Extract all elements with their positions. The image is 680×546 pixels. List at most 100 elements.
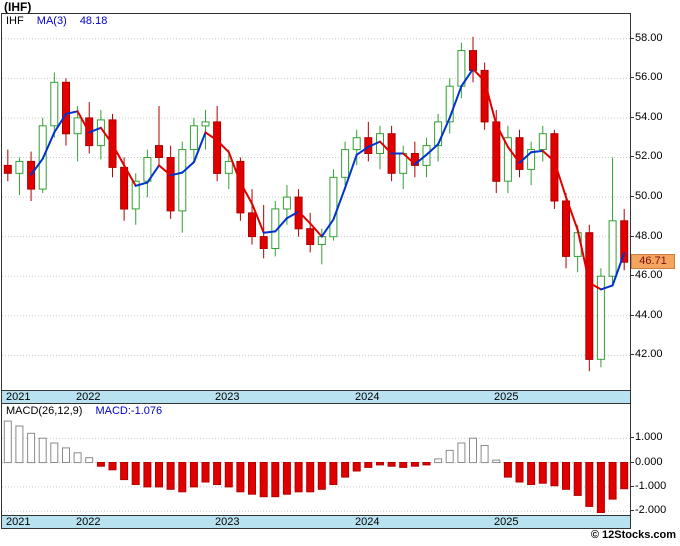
y-axis-label: 44.00	[635, 308, 663, 321]
macd-axis-tick	[630, 485, 634, 487]
y-axis-tick	[630, 354, 634, 356]
y-axis-label: 48.00	[635, 229, 663, 242]
candle-body	[550, 133, 559, 202]
x-axis-year-label: 2023	[215, 391, 240, 403]
candle	[376, 125, 384, 170]
macd-bar	[85, 457, 94, 464]
ma-segment	[367, 140, 381, 148]
macd-chart-canvas	[2, 420, 630, 513]
macd-bar	[399, 462, 408, 468]
macd-bar	[213, 462, 222, 485]
candle	[15, 157, 24, 196]
ma-segment	[285, 210, 300, 220]
candle	[527, 141, 536, 186]
ma-segment	[169, 171, 184, 177]
candle-body	[224, 160, 233, 174]
x-axis-year-label: 2023	[215, 516, 240, 528]
macd-bar	[201, 462, 210, 483]
ma-value-label: 48.18	[79, 15, 108, 27]
ma-segment	[576, 229, 591, 284]
macd-bar	[73, 452, 82, 464]
candle	[50, 72, 59, 138]
candle	[364, 121, 373, 162]
macd-bar	[108, 462, 117, 471]
macd-bar	[38, 437, 47, 464]
macd-bar	[550, 462, 559, 487]
ma-segment	[483, 80, 498, 126]
candle	[480, 62, 489, 130]
ma-segment	[204, 131, 219, 142]
candle	[131, 173, 140, 225]
candle-body	[189, 125, 198, 151]
candle	[178, 141, 187, 233]
macd-value-label: MACD:-1.076	[95, 405, 163, 417]
candle-body	[282, 196, 291, 210]
candle-body	[201, 121, 210, 127]
macd-bar	[585, 462, 594, 507]
macd-bar	[120, 462, 129, 481]
macd-label: MACD(26,12,9)	[6, 405, 83, 417]
candle	[352, 129, 361, 166]
macd-axis-tick	[630, 461, 634, 463]
candle	[445, 78, 454, 134]
macd-legend: MACD(26,12,9) MACD:-1.076	[6, 405, 162, 417]
macd-axis-tick	[630, 437, 634, 439]
macd-bar	[445, 449, 454, 464]
macd-bar	[527, 462, 536, 485]
ma-segment	[146, 164, 160, 184]
candle	[620, 208, 629, 271]
candle-body	[620, 220, 629, 263]
candle-body	[73, 117, 82, 135]
price-chart-panel: IHF MA(3) 48.18	[1, 13, 631, 391]
candle-body	[3, 164, 12, 174]
candle-body	[585, 232, 594, 360]
symbol-label: IHF	[6, 15, 24, 27]
macd-bar	[538, 462, 547, 484]
ma-segment	[65, 110, 79, 115]
macd-bar	[131, 462, 140, 485]
chart-title: (IHF)	[4, 0, 32, 14]
x-axis-year-label: 2021	[6, 391, 31, 403]
macd-axis-label: 1.000	[635, 431, 663, 444]
y-axis-tick	[630, 196, 634, 198]
candle-body	[562, 200, 570, 257]
ma-segment	[530, 149, 544, 154]
ma-segment	[111, 143, 126, 167]
candle	[306, 212, 315, 253]
candle	[27, 151, 36, 202]
y-axis-label: 56.00	[635, 71, 663, 84]
macd-bar	[596, 462, 605, 513]
candle	[166, 145, 175, 219]
ma-segment	[541, 149, 556, 163]
macd-bar	[271, 462, 280, 498]
ma-segment	[297, 210, 312, 225]
macd-bar	[434, 458, 443, 464]
candle-body	[469, 50, 477, 71]
candle	[236, 157, 245, 221]
candle	[538, 125, 547, 162]
macd-bar	[248, 462, 256, 495]
ma-segment	[425, 143, 440, 156]
candle-body	[445, 85, 454, 123]
credit-link[interactable]: © 12Stocks.com	[590, 529, 676, 541]
ma-segment	[344, 153, 358, 189]
ma-segment	[134, 181, 149, 187]
x-axis-year-label: 2024	[355, 391, 380, 403]
candle	[503, 125, 512, 194]
ma-segment	[88, 126, 102, 134]
y-axis-tick	[630, 37, 634, 39]
ma-segment	[402, 152, 416, 166]
y-axis-label: 46.00	[635, 269, 663, 282]
ma-segment	[239, 181, 253, 205]
candle-body	[166, 157, 175, 212]
last-price-badge: 46.71	[631, 254, 675, 269]
macd-bar	[341, 462, 350, 478]
macd-bar	[573, 462, 582, 496]
ma-segment	[227, 151, 242, 184]
candle-body	[608, 220, 617, 277]
candle-body	[503, 137, 512, 182]
macd-bar	[15, 425, 24, 464]
macd-bar	[492, 459, 501, 463]
macd-bar	[62, 447, 70, 464]
candle	[515, 129, 524, 178]
